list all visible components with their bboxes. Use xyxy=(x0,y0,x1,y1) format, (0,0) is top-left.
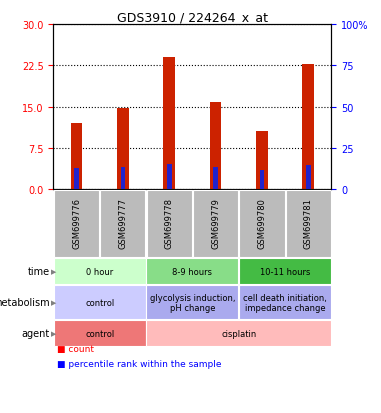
Text: ▶: ▶ xyxy=(51,299,57,306)
Bar xyxy=(210,103,221,190)
Bar xyxy=(74,169,79,190)
Text: ■ percentile rank within the sample: ■ percentile rank within the sample xyxy=(57,358,222,368)
Bar xyxy=(213,168,218,190)
Bar xyxy=(286,191,331,257)
Text: GSM699776: GSM699776 xyxy=(72,197,81,248)
Text: cell death initiation,
impedance change: cell death initiation, impedance change xyxy=(243,293,327,312)
Bar xyxy=(163,58,175,190)
Text: GSM699778: GSM699778 xyxy=(165,197,174,248)
Text: cisplatin: cisplatin xyxy=(221,329,256,338)
Bar xyxy=(239,259,331,285)
Bar xyxy=(54,320,146,347)
Text: GSM699779: GSM699779 xyxy=(211,197,220,248)
Text: GSM699781: GSM699781 xyxy=(304,197,313,248)
Text: metabolism: metabolism xyxy=(0,297,50,308)
Bar xyxy=(306,165,311,190)
Bar xyxy=(54,191,99,257)
Text: GSM699777: GSM699777 xyxy=(118,197,127,248)
Text: time: time xyxy=(27,266,50,277)
Text: 0 hour: 0 hour xyxy=(86,267,113,276)
Text: 10-11 hours: 10-11 hours xyxy=(260,267,310,276)
Title: GDS3910 / 224264_x_at: GDS3910 / 224264_x_at xyxy=(117,11,268,24)
Text: glycolysis induction,
pH change: glycolysis induction, pH change xyxy=(150,293,235,312)
Text: ■ count: ■ count xyxy=(57,344,94,353)
Bar xyxy=(303,64,314,190)
Bar xyxy=(71,124,82,190)
Text: GSM699780: GSM699780 xyxy=(258,197,266,248)
Text: agent: agent xyxy=(21,328,50,339)
Bar xyxy=(259,171,264,190)
Bar xyxy=(193,191,238,257)
Bar xyxy=(54,259,146,285)
Bar xyxy=(54,286,146,319)
Bar xyxy=(239,191,285,257)
Bar xyxy=(146,286,239,319)
Bar xyxy=(146,259,239,285)
Bar xyxy=(167,164,171,190)
Bar xyxy=(117,109,129,190)
Text: ▶: ▶ xyxy=(51,330,57,337)
Bar xyxy=(146,320,331,347)
Bar xyxy=(147,191,192,257)
Bar xyxy=(120,168,125,190)
Text: control: control xyxy=(85,329,114,338)
Text: ▶: ▶ xyxy=(51,268,57,275)
Bar xyxy=(239,286,331,319)
Text: 8-9 hours: 8-9 hours xyxy=(173,267,212,276)
Text: control: control xyxy=(85,298,114,307)
Bar xyxy=(256,132,268,190)
Bar xyxy=(100,191,146,257)
